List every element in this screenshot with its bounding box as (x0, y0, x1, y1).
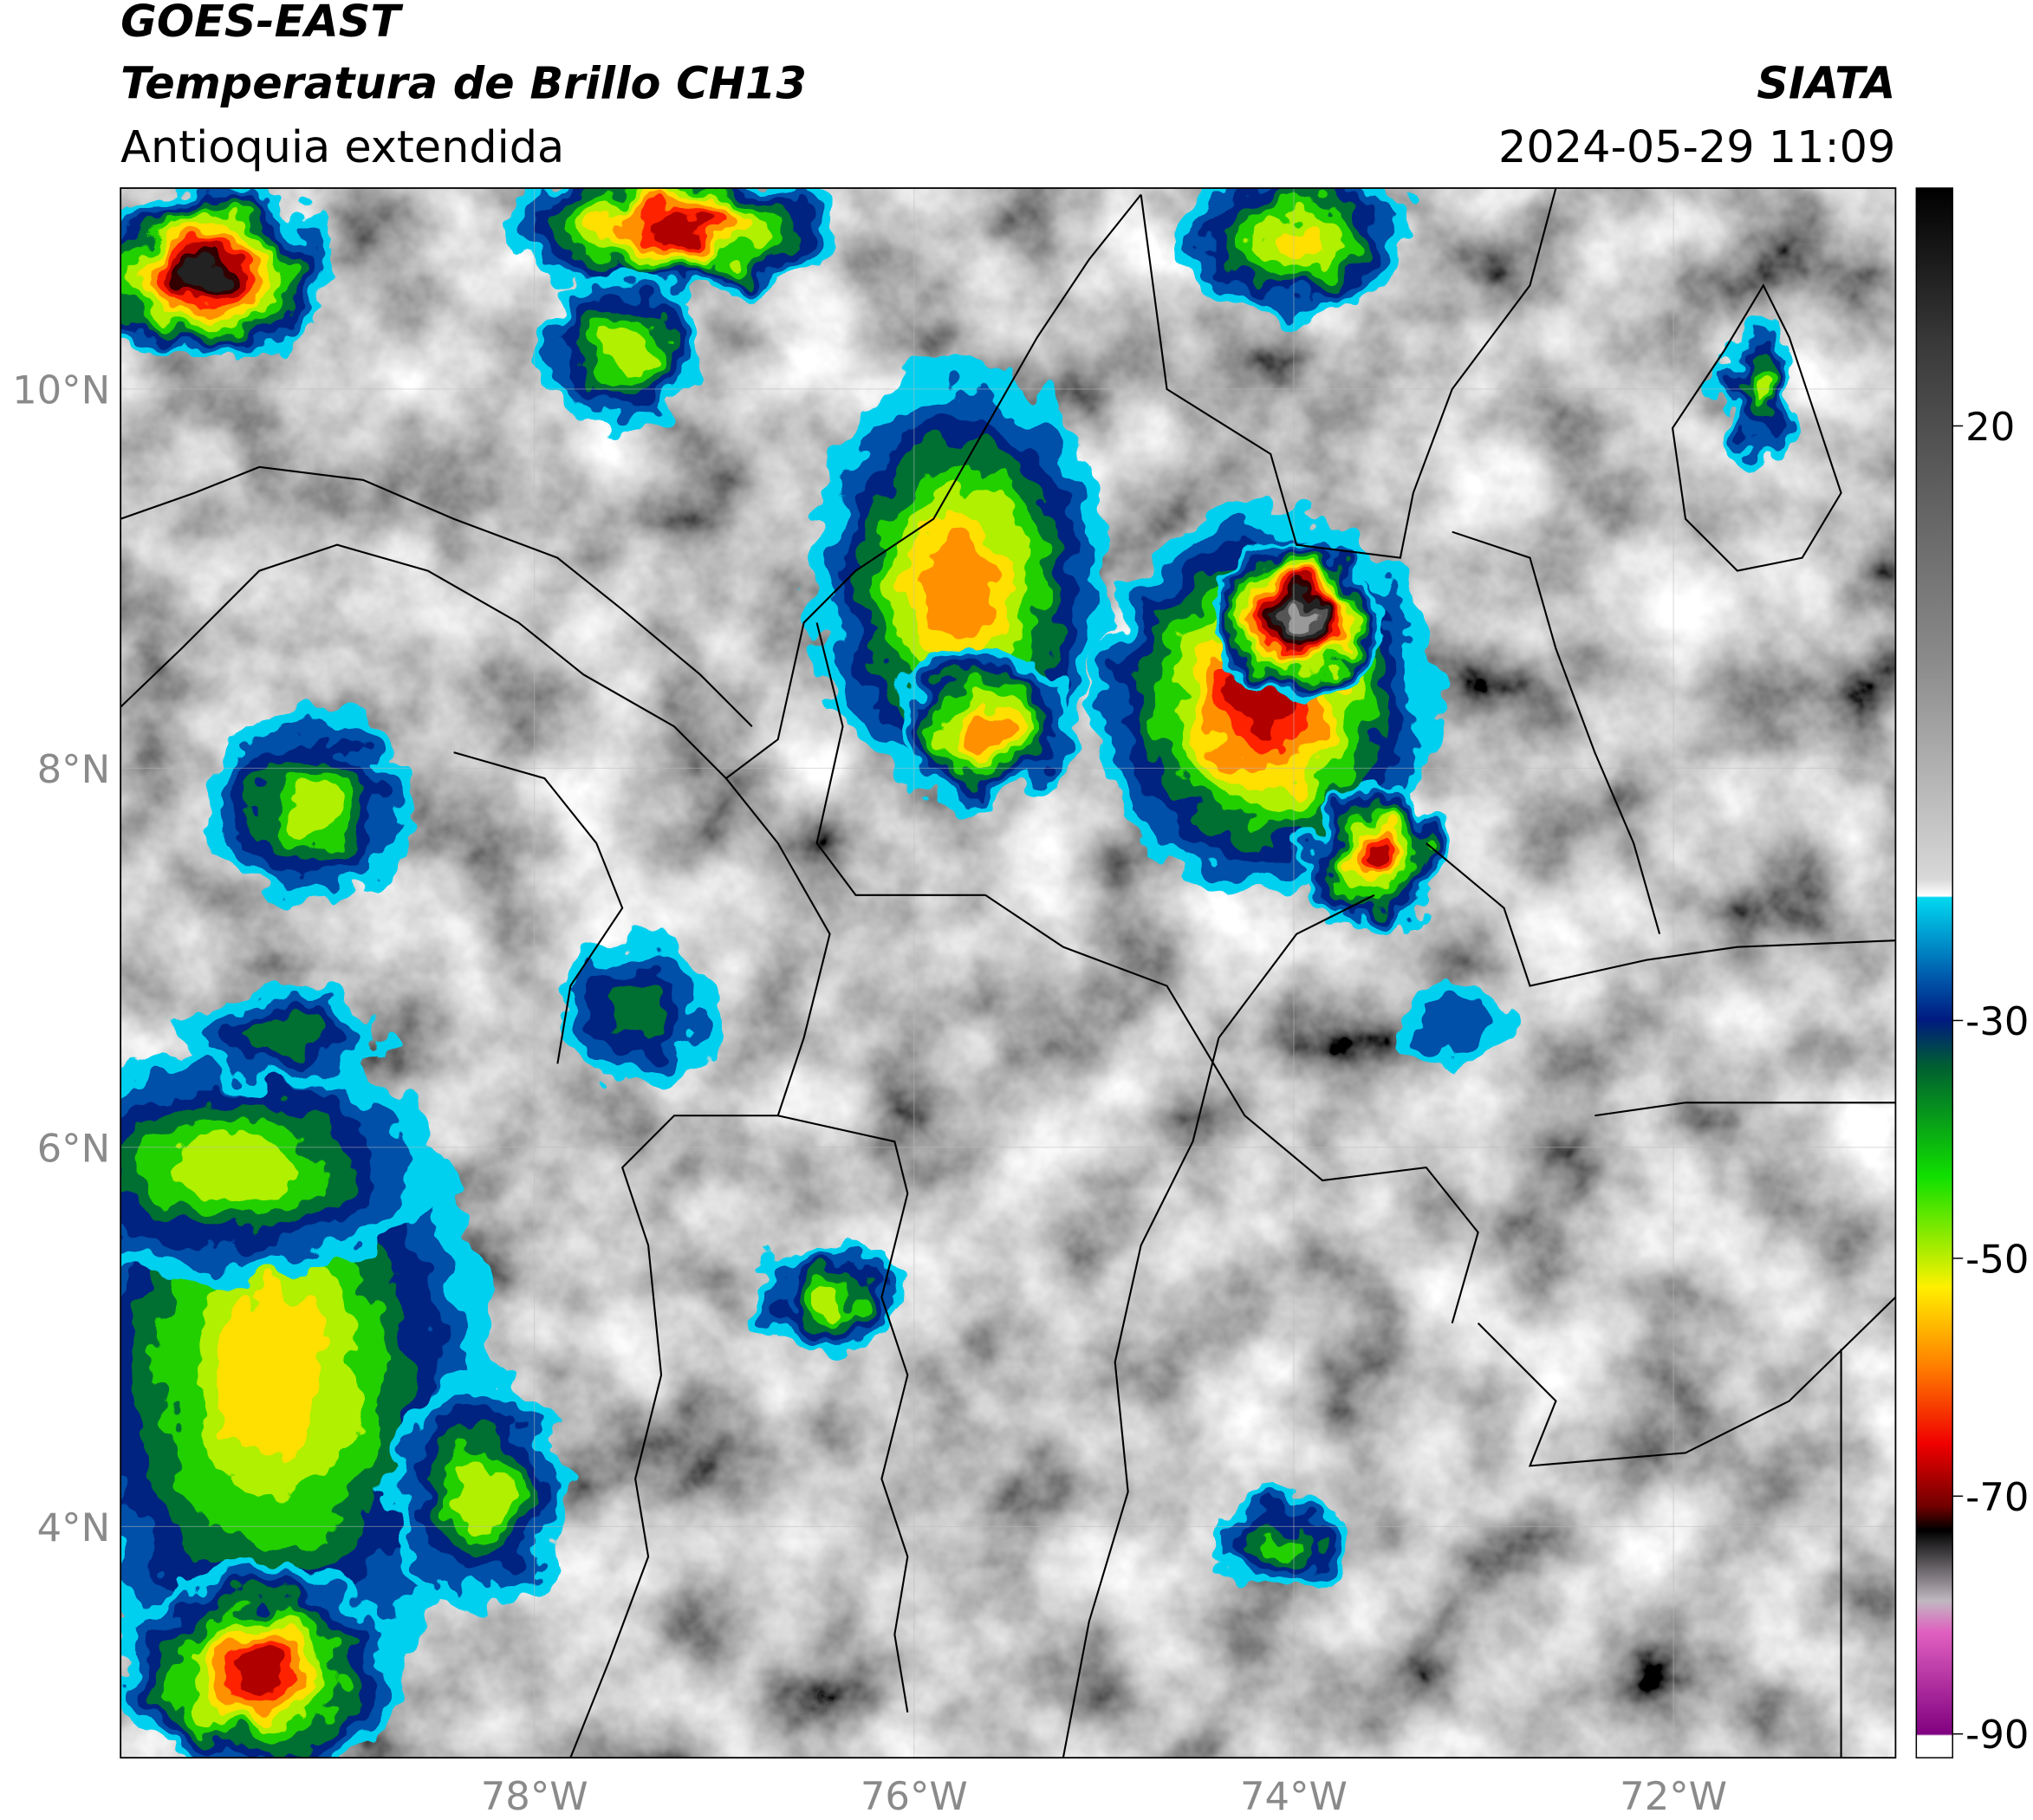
cloud-blob (281, 776, 341, 833)
x-tick-label: 72°W (1620, 1773, 1727, 1819)
source: SIATA (1757, 58, 1895, 109)
colorbar-tick-label: -90 (1965, 1712, 2029, 1758)
x-tick-label: 78°W (481, 1773, 588, 1819)
cloud-blob (1361, 842, 1387, 869)
cloud-blob (600, 328, 645, 373)
datetime: 2024-05-29 11:09 (1498, 121, 1895, 172)
cloud-blob (217, 1290, 328, 1459)
y-tick-label: 6°N (37, 1125, 111, 1171)
cloud-blob (643, 213, 705, 240)
cloud-blob (1267, 220, 1326, 260)
axes: 78°W 76°W 74°W 72°W 10°N 8°N 6°N 4°N (12, 367, 1727, 1819)
cloud-blob (809, 1280, 851, 1315)
cloud-blob (1259, 1528, 1308, 1559)
cloud-blob (926, 535, 993, 634)
y-tick-label: 8°N (37, 746, 111, 792)
region: Antioquia extendida (120, 121, 564, 172)
cloud-blob (1408, 998, 1496, 1051)
cloud-blob (1285, 605, 1309, 627)
colorbar-tick-label: -70 (1965, 1474, 2029, 1520)
map-frame (120, 187, 1897, 1759)
cloud-blob (188, 258, 227, 287)
x-tick-label: 74°W (1240, 1773, 1348, 1819)
cloud-blob (233, 1654, 286, 1693)
map (120, 188, 1896, 1758)
subtitle: Temperatura de Brillo CH13 (120, 58, 807, 109)
cloud-blob (244, 1017, 328, 1059)
y-tick-label: 4°N (37, 1505, 111, 1550)
colorbar-tick-label: -50 (1965, 1236, 2029, 1282)
title: GOES-EAST (120, 0, 404, 47)
cloud-tops (120, 188, 1796, 1758)
colorbar-tick-label: 20 (1965, 404, 2015, 450)
colorbar-tick-label: -30 (1965, 998, 2029, 1044)
grid (120, 188, 1896, 1758)
colorbar-ticks: 20 -30 -50 -70 -90 (1952, 404, 2029, 1758)
borders (120, 188, 1896, 1758)
cloud-blob (604, 983, 667, 1041)
y-tick-label: 10°N (12, 367, 110, 413)
cloud-blob (453, 1458, 506, 1525)
x-tick-label: 76°W (861, 1773, 968, 1819)
cloud-blob (965, 709, 1006, 744)
colorbar (1915, 187, 1953, 1758)
cloud-blob (173, 1134, 293, 1201)
